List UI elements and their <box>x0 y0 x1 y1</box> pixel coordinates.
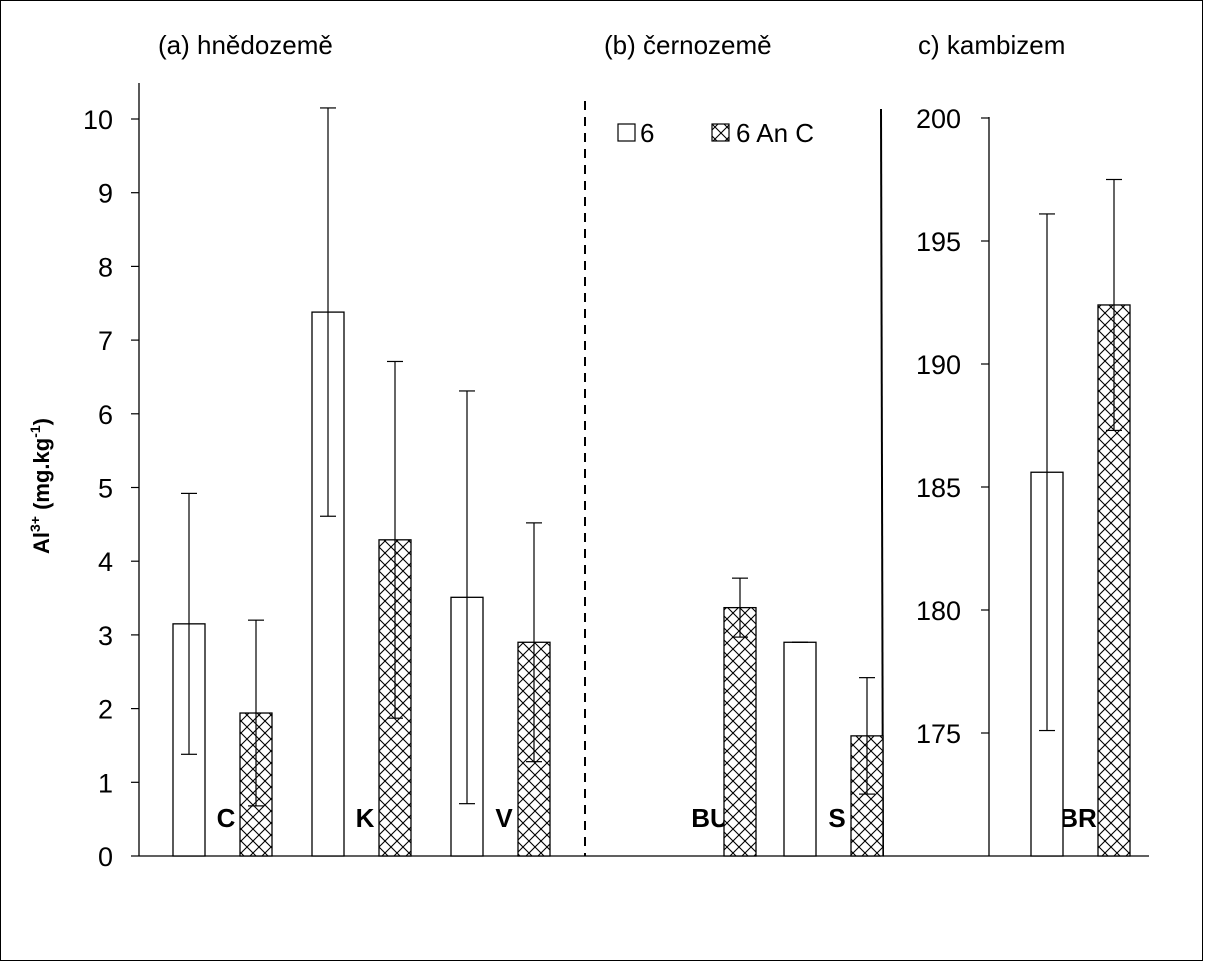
x-category-label: V <box>495 803 513 833</box>
legend: 6 6 An C <box>617 118 814 148</box>
y-tick-label-right: 195 <box>916 227 961 257</box>
y-tick-label-left: 1 <box>98 768 113 798</box>
y-tick-label-left: 10 <box>83 105 113 135</box>
y-tick-label-left: 2 <box>98 695 113 725</box>
x-category-label: K <box>356 803 375 833</box>
bar-6-s <box>783 641 817 857</box>
y-tick-label-right: 200 <box>916 104 961 134</box>
y-axis-label: Al3+ (mg.kg-1) <box>27 418 54 554</box>
y-tick-label-left: 4 <box>98 547 113 577</box>
y-tick-label-left: 3 <box>98 621 113 651</box>
y-tick-label-right: 180 <box>916 596 961 626</box>
y-axis-label-main: Al <box>29 532 54 554</box>
panel-separator-solid <box>880 108 884 857</box>
y-tick-label-left: 6 <box>98 400 113 430</box>
legend-swatch-6-an-c <box>711 123 730 142</box>
y-tick-label-left: 0 <box>98 842 113 872</box>
legend-label-6: 6 <box>640 118 654 148</box>
panel-a-title: (a) hnědozemě <box>158 30 333 60</box>
x-category-label: BR <box>1059 803 1097 833</box>
legend-label-6-an-c: 6 An C <box>736 118 814 148</box>
legend-swatch-6 <box>617 123 636 142</box>
y-tick-label-left: 9 <box>98 179 113 209</box>
y-axis-label-sup2: -1 <box>27 425 43 438</box>
y-tick-label-left: 5 <box>98 474 113 504</box>
y-tick-label-left: 8 <box>98 252 113 282</box>
bar-6-an-c-bu <box>723 606 757 857</box>
x-category-label: BU <box>691 803 729 833</box>
y-axis-label-close: ) <box>29 418 54 425</box>
y-tick-label-right: 175 <box>916 719 961 749</box>
y-axis-label-sup1: 3+ <box>27 516 43 532</box>
panel-c-title: c) kambizem <box>918 30 1065 60</box>
y-tick-label-right: 185 <box>916 473 961 503</box>
y-tick-label-left: 7 <box>98 326 113 356</box>
x-category-label: C <box>217 803 236 833</box>
panel-b-title: (b) černozemě <box>604 30 772 60</box>
x-category-label: S <box>828 803 845 833</box>
chart-marks: 0 1 2 3 4 5 6 7 8 9 10 175 180 185 190 195 200 C K V BU S BR <box>83 104 1131 872</box>
y-tick-label-right: 190 <box>916 350 961 380</box>
y-axis-label-unit: (mg.kg <box>29 438 54 516</box>
